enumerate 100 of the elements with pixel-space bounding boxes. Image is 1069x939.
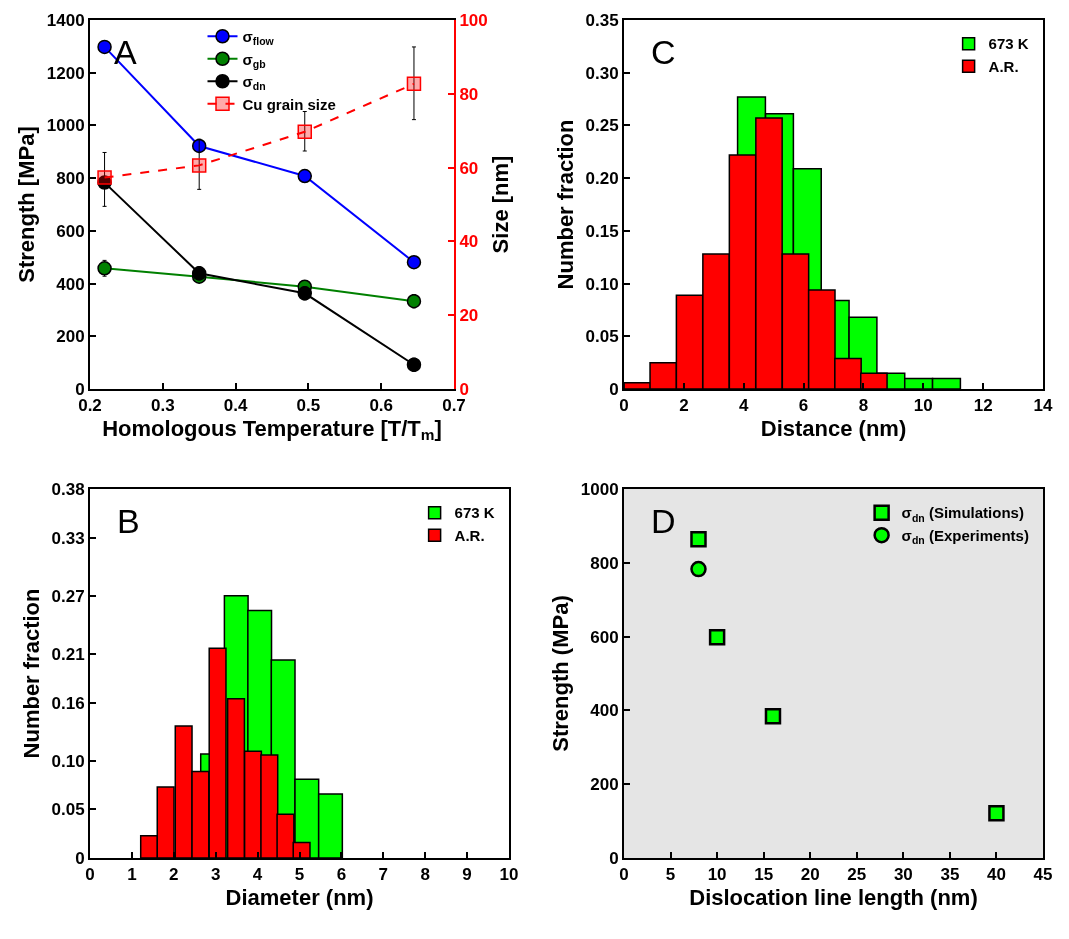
point (764, 708, 782, 725)
legend-label: σ$_{dn}$ (242, 73, 266, 93)
annotation: D (651, 502, 676, 540)
point (297, 124, 313, 140)
legend-label: 673 K (454, 504, 495, 522)
legend-label: σ$_{gb}$ (242, 50, 266, 70)
point (97, 170, 112, 185)
x-axis-title: Distance (nm) (760, 415, 907, 441)
x-tick-label: 2 (679, 396, 689, 416)
x-tick-label: 25 (847, 865, 867, 885)
x-tick-label: 15 (754, 865, 774, 885)
x-tick-label: 0.4 (223, 396, 248, 416)
x-tick-label: 5 (294, 865, 305, 885)
y-tick-label: 0.30 (585, 63, 619, 83)
y-tick-label: 0.16 (51, 693, 85, 713)
y-tick-label: 0.10 (585, 274, 619, 294)
y-tick-label: 600 (590, 627, 619, 647)
x-tick-label: 40 (986, 865, 1006, 885)
y-tick-label: 0.35 (585, 10, 619, 30)
y2-tick-label: 60 (459, 158, 479, 178)
x-tick-label: 10 (707, 865, 727, 885)
x-axis-title: Diameter (nm) (225, 884, 374, 910)
point (690, 530, 707, 548)
y-axis-title: Number fraction (18, 588, 44, 759)
y-tick-label: 200 (590, 775, 619, 795)
y-tick-label: 0 (75, 379, 85, 399)
y2-tick-label: 20 (459, 306, 479, 326)
y-tick-label: 800 (56, 169, 85, 189)
x-tick-label: 30 (893, 865, 913, 885)
y2-tick-label: 0 (459, 379, 469, 399)
legend-label: A.R. (454, 526, 485, 544)
y-tick-label: 0.21 (51, 645, 85, 665)
annotation: B (117, 502, 140, 540)
point (297, 168, 313, 184)
y-tick-label: 0.10 (51, 751, 85, 771)
legend-label: σ$_{dn}$ (Simulations) (901, 504, 1024, 524)
y-tick-label: 0.38 (51, 479, 85, 499)
x-tick-label: 6 (798, 396, 809, 416)
y-tick-label: 1000 (580, 479, 619, 499)
y-tick-label: 0.05 (585, 327, 619, 347)
x-tick-label: 45 (1033, 865, 1053, 885)
legend-label: A.R. (988, 57, 1019, 75)
x-tick-label: 0.7 (442, 396, 466, 416)
y-tick-label: 0.25 (585, 116, 619, 136)
point (297, 286, 313, 301)
x-tick-label: 10 (499, 865, 519, 885)
x-tick-label: 1 (127, 865, 137, 885)
x-tick-label: 0.6 (369, 396, 394, 416)
point (708, 629, 726, 646)
y-tick-label: 600 (56, 221, 85, 241)
x-tick-label: 5 (665, 865, 676, 885)
point (406, 293, 422, 309)
point (97, 261, 112, 276)
legend-label: 673 K (988, 35, 1029, 53)
x-tick-label: 4 (252, 865, 263, 885)
annotation: A (114, 33, 137, 71)
y-tick-label: 400 (56, 274, 85, 294)
x-tick-label: 8 (858, 396, 869, 416)
x-tick-label: 0.2 (78, 396, 102, 416)
y2-tick-label: 40 (459, 232, 479, 252)
x-tick-label: 8 (420, 865, 430, 885)
x-tick-label: 9 (462, 865, 472, 885)
x-tick-label: 7 (378, 865, 389, 885)
y2-axis-title: Size [nm] (488, 155, 514, 254)
point (690, 560, 707, 578)
point (406, 254, 422, 270)
y-tick-label: 200 (56, 327, 85, 347)
y-tick-label: 0 (75, 848, 85, 868)
x-tick-label: 0.3 (150, 396, 175, 416)
y-tick-label: 0.33 (51, 528, 85, 548)
x-tick-label: 3 (210, 865, 221, 885)
y-tick-label: 1200 (46, 63, 85, 83)
legend-label: σ$_{dn}$ (Experiments) (901, 526, 1029, 547)
y-axis-title: Strength [MPa] (14, 126, 40, 283)
y-tick-label: 0 (609, 848, 619, 868)
point (97, 39, 112, 55)
y2-tick-label: 80 (459, 84, 479, 104)
x-tick-label: 10 (913, 396, 933, 416)
y-tick-label: 1400 (46, 10, 85, 30)
point (191, 158, 207, 173)
x-tick-label: 6 (336, 865, 347, 885)
x-tick-label: 20 (800, 865, 820, 885)
y-axis-title: Strength (MPa) (548, 595, 574, 752)
x-tick-label: 14 (1033, 396, 1053, 416)
point (988, 805, 1005, 822)
annotation: C (651, 33, 676, 71)
x-tick-label: 4 (738, 396, 749, 416)
legend-label: σ$_{flow}$ (242, 28, 275, 48)
x-axis-title: Homologous Temperature [T/T$_{m}$] (102, 415, 442, 444)
y-tick-label: 400 (590, 701, 619, 721)
point (406, 357, 422, 372)
y-axis-title: Number fraction (552, 119, 578, 290)
x-axis-title: Dislocation line length (nm) (689, 884, 978, 910)
y-tick-label: 0 (609, 379, 619, 399)
y-tick-label: 0.20 (585, 169, 619, 189)
x-tick-label: 35 (940, 865, 960, 885)
x-tick-label: 12 (973, 396, 993, 416)
y2-tick-label: 100 (459, 10, 488, 30)
point (406, 76, 422, 92)
y-tick-label: 800 (590, 553, 619, 573)
